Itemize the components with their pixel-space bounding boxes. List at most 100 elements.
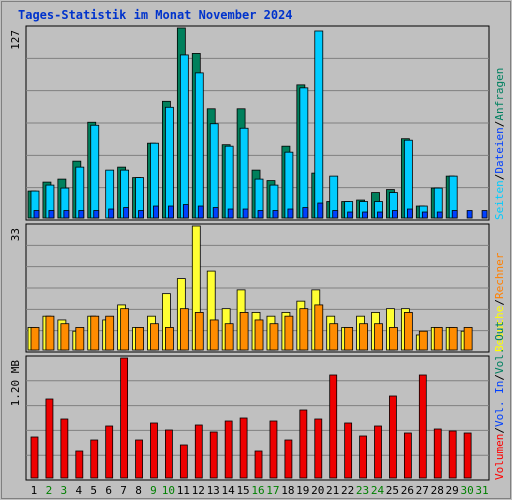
x-tick-label-day-16: 16: [251, 484, 264, 497]
bar-volume-day-7: [120, 357, 129, 479]
bar-rechner-day-18: [284, 315, 294, 351]
bar-seiten-day-28: [436, 211, 443, 219]
x-tick-label-day-9: 9: [150, 484, 157, 497]
x-tick-label-day-20: 20: [311, 484, 324, 497]
x-tick-label-day-13: 13: [207, 484, 220, 497]
bar-volume-day-12: [194, 424, 203, 479]
legend-label-rechner: Rechner: [493, 252, 506, 299]
legend-label-dateien: Dateien: [493, 127, 506, 173]
bar-seiten-day-13: [212, 207, 219, 219]
legend-label-vol-in: Vol. In: [493, 381, 506, 427]
bar-volume-day-9: [150, 422, 158, 479]
bar-seiten-day-1: [33, 210, 40, 219]
panel-volume: [25, 355, 490, 481]
panel-visits-ymax-label: 33: [9, 228, 22, 241]
x-tick-label-day-18: 18: [281, 484, 294, 497]
bar-rechner-day-5: [90, 315, 100, 351]
bar-dateien-day-12: [194, 72, 204, 219]
x-tick-label-day-25: 25: [386, 484, 399, 497]
legend-label-separator: /: [493, 374, 506, 381]
x-tick-label-day-31: 31: [475, 484, 488, 497]
bar-dateien-day-10: [165, 106, 174, 219]
x-tick-label-day-21: 21: [326, 484, 339, 497]
x-tick-label-day-6: 6: [105, 484, 112, 497]
bar-rechner-day-24: [374, 323, 383, 351]
bar-dateien-day-11: [179, 54, 189, 219]
bar-seiten-day-18: [287, 208, 294, 219]
x-tick-label-day-5: 5: [90, 484, 97, 497]
bar-rechner-day-25: [389, 327, 398, 351]
x-tick-label-day-8: 8: [135, 484, 142, 497]
bar-volume-day-24: [374, 425, 382, 479]
bar-dateien-day-19: [299, 87, 309, 219]
bar-volume-day-22: [344, 422, 353, 479]
bar-volume-day-26: [403, 432, 412, 479]
bar-rechner-day-7: [120, 308, 130, 351]
bar-seiten-day-4: [78, 210, 85, 219]
bar-seiten-day-11: [182, 204, 189, 219]
panel-hits-ymax-label: 127: [9, 30, 22, 50]
bar-dateien-day-26: [403, 139, 413, 219]
bar-seiten-day-25: [392, 210, 398, 219]
panel-visits: [25, 223, 490, 353]
bar-volume-day-20: [314, 418, 323, 479]
bar-seiten-day-6: [108, 208, 115, 219]
bar-volume-day-16: [254, 450, 263, 479]
bar-volume-day-10: [165, 429, 173, 479]
bar-seiten-day-12: [197, 205, 204, 219]
bar-volume-day-8: [135, 439, 143, 479]
bar-rechner-day-28: [433, 327, 443, 351]
bar-volume-day-3: [60, 418, 69, 479]
bar-rechner-day-2: [45, 315, 55, 351]
bar-dateien-day-5: [90, 124, 100, 219]
bar-volume-day-4: [75, 450, 84, 479]
bar-seiten-day-2: [48, 210, 55, 219]
bar-volume-day-15: [239, 417, 248, 479]
panel-volume-ymax-label: 1.20 MB: [9, 360, 22, 407]
bar-volume-day-6: [105, 425, 114, 479]
bar-rechner-day-26: [403, 312, 413, 351]
legend-label-separator: /: [493, 299, 506, 306]
bar-rechner-day-8: [135, 327, 144, 351]
x-tick-label-day-1: 1: [31, 484, 38, 497]
panel-hits: [25, 25, 490, 221]
bar-dateien-day-14: [224, 145, 234, 219]
bar-rechner-day-14: [224, 323, 234, 351]
chart-title: Tages-Statistik im Monat November 2024: [18, 8, 293, 22]
x-tick-label-day-7: 7: [120, 484, 127, 497]
x-tick-label-day-24: 24: [371, 484, 385, 497]
bar-volume-day-18: [284, 439, 293, 479]
x-tick-label-day-22: 22: [341, 484, 354, 497]
bar-seiten-day-23: [362, 211, 368, 219]
legend-label-vol-out: Vol. Out: [493, 321, 506, 374]
bar-volume-day-25: [389, 395, 397, 479]
bar-seiten-day-8: [138, 210, 144, 219]
x-tick-label-day-28: 28: [431, 484, 444, 497]
bar-rechner-day-16: [254, 319, 264, 351]
bar-seiten-day-20: [317, 202, 324, 219]
bar-seiten-day-9: [153, 205, 159, 219]
x-tick-label-day-17: 17: [266, 484, 279, 497]
bar-rechner-day-30: [463, 327, 473, 351]
bar-seiten-day-3: [63, 210, 70, 219]
x-tick-label-day-30: 30: [460, 484, 473, 497]
bar-volume-day-17: [269, 420, 278, 479]
bar-rechner-day-1: [30, 327, 40, 351]
bar-dateien-day-13: [209, 123, 219, 219]
bar-rechner-day-3: [60, 323, 70, 351]
bar-volume-day-27: [418, 374, 427, 479]
x-tick-label-day-15: 15: [236, 484, 249, 497]
bar-rechner-day-4: [75, 327, 85, 351]
x-tick-label-day-14: 14: [222, 484, 236, 497]
bar-rechner-day-29: [448, 327, 458, 351]
bar-seiten-day-26: [406, 208, 413, 219]
panel-hits-legend: Seiten/Dateien/Anfragen: [493, 68, 506, 220]
legend-label-separator: /: [493, 174, 506, 181]
legend-label-volumen: Volumen: [493, 434, 506, 480]
x-tick-label-day-12: 12: [192, 484, 205, 497]
bar-seiten-day-15: [242, 208, 249, 219]
bar-volume-day-21: [329, 374, 338, 479]
x-tick-label-day-10: 10: [162, 484, 175, 497]
